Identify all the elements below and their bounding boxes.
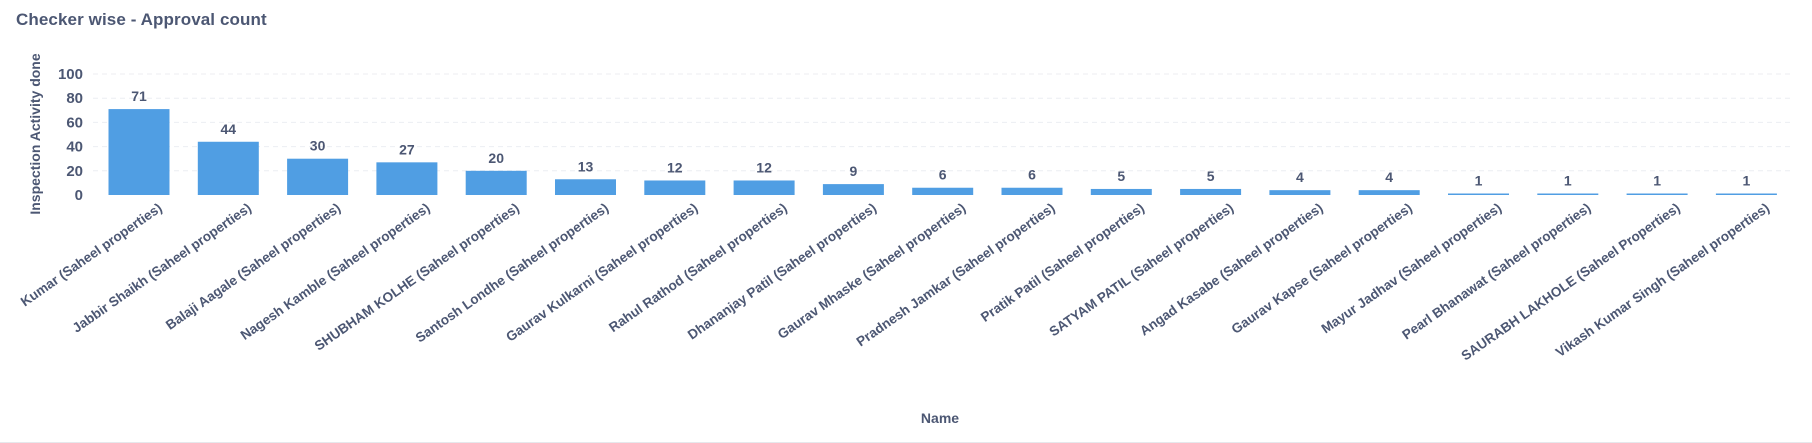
x-axis-title: Name [921,410,959,426]
data-label: 4 [1296,169,1304,185]
data-label: 6 [939,167,947,183]
data-label: 1 [1653,173,1661,189]
bar[interactable] [1537,193,1599,196]
y-tick-label: 40 [66,139,83,156]
bar[interactable] [1358,190,1420,195]
x-tick-label: Jabbir Shaikh (Saheel properties) [70,200,254,335]
y-axis-title: Inspection Activity done [27,53,43,214]
bar[interactable] [1180,188,1242,195]
data-label: 44 [221,121,237,137]
bar[interactable] [1269,190,1331,195]
x-tick-label: Santosh Londhe (Saheel properties) [413,200,611,345]
x-tick-label: Angad Kasabe (Saheel properties) [1137,200,1326,338]
x-tick-label: Rahul Rathod (Saheel properties) [606,200,790,335]
bar[interactable] [822,184,884,195]
data-label: 20 [488,150,504,166]
bar[interactable] [376,162,438,195]
x-tick-label: Gaurav Kapse (Saheel properties) [1229,200,1415,337]
y-tick-label: 0 [75,187,83,204]
y-tick-label: 60 [66,114,83,131]
x-tick-label: Nagesh Kamble (Saheel properties) [238,200,433,343]
x-tick-label: Gaurav Mhaske (Saheel properties) [775,200,969,342]
x-tick-label: Balaji Aagale (Saheel properties) [163,200,343,332]
data-label: 1 [1564,173,1572,189]
y-tick-label: 100 [58,66,83,83]
x-tick-label: Pratik Patil (Saheel properties) [978,200,1147,325]
data-label: 6 [1028,167,1036,183]
data-label: 9 [850,163,858,179]
x-tick-label: Pearl Bhanawat (Saheel properties) [1399,200,1593,342]
bars [108,109,1777,196]
y-tick-label: 20 [66,163,83,180]
x-tick-label: Dhananjay Patil (Saheel properties) [685,200,879,342]
bar[interactable] [1626,193,1688,196]
bar[interactable] [1090,188,1152,195]
data-label: 71 [131,88,147,104]
data-label: 12 [756,159,772,175]
bar[interactable] [1001,187,1063,195]
data-label: 12 [667,159,683,175]
bar[interactable] [465,170,527,195]
bar[interactable] [644,180,706,195]
gridlines [93,73,1790,172]
bar[interactable] [1448,193,1509,196]
data-label: 1 [1743,173,1751,189]
bar[interactable] [197,141,259,195]
bar[interactable] [1715,193,1777,196]
bar[interactable] [287,158,349,195]
data-label: 5 [1207,168,1215,184]
x-tick-label: Gaurav Kulkarni (Saheel properties) [503,200,700,344]
x-tick-label: Pradnesh Jamkar (Saheel properties) [854,200,1058,349]
data-label: 27 [399,141,415,157]
bar[interactable] [108,109,170,195]
data-label: 13 [578,158,594,174]
bar[interactable] [733,180,795,195]
x-axis-labels: Kumar (Saheel properties)Jabbir Shaikh (… [18,200,1772,363]
data-label: 30 [310,138,326,154]
x-tick-label: Mayur Jadhav (Saheel properties) [1319,200,1505,336]
bar[interactable] [555,179,616,195]
data-label: 4 [1385,169,1393,185]
y-tick-label: 80 [66,90,83,107]
bar[interactable] [912,187,974,195]
x-tick-label: SATYAM PATIL (Saheel properties) [1046,200,1236,339]
data-label: 1 [1475,173,1483,189]
chart-title[interactable]: Checker wise - Approval count [16,10,267,29]
data-label: 5 [1117,168,1125,184]
x-tick-label: Kumar (Saheel properties) [18,200,165,309]
y-axis-ticks: 0 20 40 60 80 100 [58,66,83,204]
